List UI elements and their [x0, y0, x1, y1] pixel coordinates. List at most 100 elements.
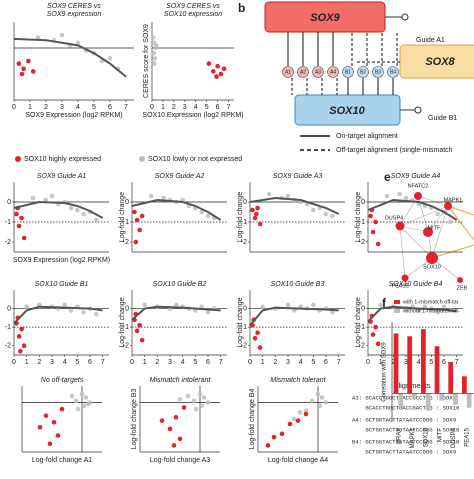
- point: [150, 35, 156, 40]
- site-label: A2: [300, 69, 306, 75]
- point: [315, 391, 321, 397]
- y-tick-label: 0: [125, 305, 129, 312]
- point: [373, 219, 378, 225]
- point: [75, 406, 81, 412]
- chart-title: SOX9 CERES vs: [166, 3, 220, 10]
- point: [199, 209, 204, 215]
- y-tick-label: 0: [7, 305, 11, 312]
- point: [81, 403, 87, 409]
- y-tick-label: -2: [123, 239, 129, 246]
- x-tick-label: 7: [455, 359, 459, 366]
- site-label: A3: [315, 69, 321, 75]
- point: [68, 308, 74, 313]
- panel-label: f: [382, 296, 387, 310]
- point: [177, 396, 183, 402]
- point: [193, 406, 199, 412]
- point: [83, 395, 89, 400]
- point: [79, 391, 85, 397]
- y-tick-label: 0: [243, 305, 247, 312]
- x-tick-label: 1: [25, 359, 29, 366]
- point: [185, 393, 191, 399]
- x-tick-label: 4: [76, 104, 80, 111]
- point: [375, 341, 381, 347]
- point: [221, 66, 227, 72]
- point: [75, 40, 81, 46]
- chart-title: Mismatch intolerant: [150, 377, 212, 384]
- point: [210, 69, 216, 74]
- x-tick-label: 3: [183, 104, 187, 111]
- y-tick-label: 0: [125, 199, 129, 206]
- x-tick-label: 7: [124, 104, 128, 111]
- x-tick-label: 6: [88, 359, 92, 366]
- x-tick-label: 5: [92, 104, 96, 111]
- trend-line: [13, 200, 104, 219]
- x-tick-label: 4: [299, 359, 303, 366]
- point: [435, 309, 440, 315]
- point: [59, 32, 65, 38]
- point: [132, 209, 137, 215]
- point: [271, 434, 277, 440]
- point: [199, 403, 205, 409]
- point: [68, 205, 74, 211]
- point: [43, 413, 49, 419]
- point: [133, 239, 139, 245]
- trend-line: [367, 198, 458, 221]
- point: [24, 304, 29, 310]
- network: e NFATC2 MAPK1 DUSP4 MITF SOX10 PEA15 ZE…: [384, 170, 474, 291]
- x-axis-label: SOX9 Expression (log2 RPKM): [25, 112, 122, 119]
- x-tick-label: 2: [391, 359, 395, 366]
- point: [303, 411, 309, 417]
- point: [384, 193, 390, 199]
- y-tick-label: 0: [361, 199, 365, 206]
- node-label: SOX10: [423, 264, 441, 270]
- point: [191, 398, 197, 404]
- point: [137, 227, 142, 233]
- chart-title: No off-targets: [41, 377, 84, 384]
- y-tick-label: -1: [241, 324, 247, 331]
- point: [255, 330, 260, 336]
- nodes: [395, 192, 463, 283]
- bar: [461, 376, 467, 394]
- point: [181, 405, 187, 410]
- point: [368, 213, 373, 219]
- point: [199, 304, 204, 310]
- x-tick-label: BRAF: [396, 428, 402, 444]
- y-tick-label: -1: [359, 219, 365, 226]
- point: [19, 326, 24, 332]
- point: [16, 223, 22, 229]
- y-axis-label: Log-fold change: [355, 192, 362, 242]
- site: [387, 66, 399, 78]
- point: [19, 71, 25, 77]
- chart-title: SOX10 expression: [164, 11, 222, 18]
- point: [69, 393, 75, 399]
- sites: A1 A2 A3 A4 B1 B2 B3 B4: [282, 32, 400, 95]
- legend-label: with 1-mismatch off-tar: [402, 299, 459, 305]
- point: [30, 195, 36, 201]
- point: [297, 410, 303, 415]
- point: [35, 35, 41, 40]
- trend-line: [249, 306, 339, 326]
- x-tick-label: 4: [181, 359, 185, 366]
- trend-line: [367, 305, 457, 323]
- legend-swatch: [394, 309, 400, 313]
- chart-title: SOX9 Guide A3: [273, 173, 323, 180]
- point: [260, 304, 265, 310]
- x-tick-label: MAPK1: [410, 427, 416, 448]
- legend-label: SOX10 lowly or not expressed: [148, 156, 242, 163]
- bar: [434, 346, 440, 394]
- point: [197, 391, 203, 397]
- gene-label: SOX10: [329, 105, 365, 117]
- guide-icon: [414, 106, 422, 114]
- x-tick-label: 3: [286, 359, 290, 366]
- point: [21, 66, 26, 72]
- point: [174, 302, 179, 308]
- node-label: NFATC2: [408, 183, 429, 189]
- x-tick-label: 0: [150, 104, 154, 111]
- point: [257, 221, 263, 227]
- x-tick-label: 7: [337, 359, 341, 366]
- x-tick-label: 6: [442, 359, 446, 366]
- bar: [466, 393, 472, 408]
- bar: [407, 336, 413, 394]
- x-tick-label: 5: [429, 359, 433, 366]
- node-label: PEA15: [391, 283, 408, 289]
